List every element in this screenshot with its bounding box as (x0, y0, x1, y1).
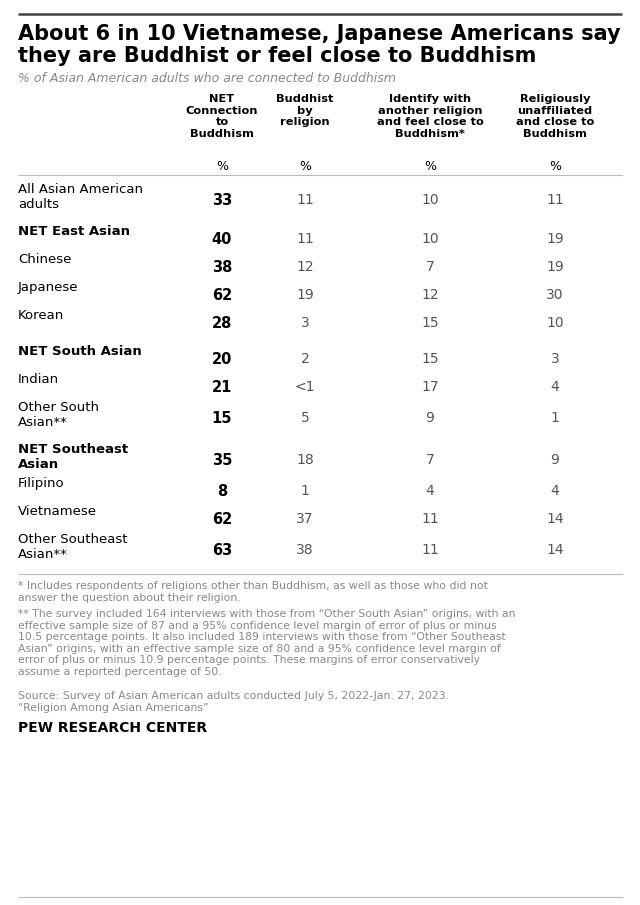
Text: 37: 37 (296, 512, 314, 526)
Text: NET South Asian: NET South Asian (18, 345, 141, 358)
Text: %: % (549, 160, 561, 173)
Text: 3: 3 (301, 316, 309, 330)
Text: %: % (299, 160, 311, 173)
Text: 14: 14 (546, 512, 564, 526)
Text: 62: 62 (212, 512, 232, 527)
Text: 11: 11 (296, 232, 314, 246)
Text: <1: <1 (295, 380, 316, 394)
Text: Vietnamese: Vietnamese (18, 505, 97, 518)
Text: 11: 11 (421, 512, 439, 526)
Text: 10: 10 (421, 232, 439, 246)
Text: 62: 62 (212, 288, 232, 303)
Text: 35: 35 (212, 453, 232, 468)
Text: 12: 12 (296, 260, 314, 274)
Text: About 6 in 10 Vietnamese, Japanese Americans say: About 6 in 10 Vietnamese, Japanese Ameri… (18, 24, 621, 44)
Text: Indian: Indian (18, 373, 59, 386)
Text: 7: 7 (426, 260, 435, 274)
Text: 19: 19 (546, 260, 564, 274)
Text: 15: 15 (421, 352, 439, 366)
Text: 4: 4 (550, 380, 559, 394)
Text: 9: 9 (550, 453, 559, 467)
Text: 10: 10 (546, 316, 564, 330)
Text: 38: 38 (296, 543, 314, 557)
Text: Chinese: Chinese (18, 253, 72, 266)
Text: 11: 11 (296, 193, 314, 207)
Text: Korean: Korean (18, 309, 64, 322)
Text: 1: 1 (550, 411, 559, 425)
Text: 17: 17 (421, 380, 439, 394)
Text: 20: 20 (212, 352, 232, 367)
Text: Other South
Asian**: Other South Asian** (18, 401, 99, 429)
Text: they are Buddhist or feel close to Buddhism: they are Buddhist or feel close to Buddh… (18, 46, 536, 66)
Text: 4: 4 (550, 484, 559, 498)
Text: NET Southeast
Asian: NET Southeast Asian (18, 443, 128, 471)
Text: 7: 7 (426, 453, 435, 467)
Text: 18: 18 (296, 453, 314, 467)
Text: 33: 33 (212, 193, 232, 208)
Text: Other Southeast
Asian**: Other Southeast Asian** (18, 533, 127, 561)
Text: PEW RESEARCH CENTER: PEW RESEARCH CENTER (18, 721, 207, 735)
Text: Identify with
another religion
and feel close to
Buddhism*: Identify with another religion and feel … (376, 94, 483, 138)
Text: 14: 14 (546, 543, 564, 557)
Text: 11: 11 (546, 193, 564, 207)
Text: 19: 19 (296, 288, 314, 302)
Text: % of Asian American adults who are connected to Buddhism: % of Asian American adults who are conne… (18, 72, 396, 85)
Text: 5: 5 (301, 411, 309, 425)
Text: All Asian American
adults: All Asian American adults (18, 183, 143, 211)
Text: Religiously
unaffiliated
and close to
Buddhism: Religiously unaffiliated and close to Bu… (516, 94, 594, 138)
Text: 15: 15 (421, 316, 439, 330)
Text: 2: 2 (301, 352, 309, 366)
Text: NET East Asian: NET East Asian (18, 225, 130, 238)
Text: Source: Survey of Asian American adults conducted July 5, 2022-Jan. 27, 2023.
“R: Source: Survey of Asian American adults … (18, 691, 449, 712)
Text: Filipino: Filipino (18, 477, 65, 490)
Text: Buddhist
by
religion: Buddhist by religion (276, 94, 333, 128)
Text: * Includes respondents of religions other than Buddhism, as well as those who di: * Includes respondents of religions othe… (18, 581, 488, 603)
Text: 30: 30 (547, 288, 564, 302)
Text: 11: 11 (421, 543, 439, 557)
Text: 9: 9 (426, 411, 435, 425)
Text: 1: 1 (301, 484, 309, 498)
Text: NET
Connection
to
Buddhism: NET Connection to Buddhism (186, 94, 259, 138)
Text: ** The survey included 164 interviews with those from “Other South Asian” origin: ** The survey included 164 interviews wi… (18, 609, 515, 677)
Text: 38: 38 (212, 260, 232, 275)
Text: 40: 40 (212, 232, 232, 247)
Text: 21: 21 (212, 380, 232, 395)
Text: 8: 8 (217, 484, 227, 499)
Text: 12: 12 (421, 288, 439, 302)
Text: 15: 15 (212, 411, 232, 426)
Text: 63: 63 (212, 543, 232, 558)
Text: 4: 4 (426, 484, 435, 498)
Text: 28: 28 (212, 316, 232, 331)
Text: %: % (216, 160, 228, 173)
Text: 10: 10 (421, 193, 439, 207)
Text: %: % (424, 160, 436, 173)
Text: 19: 19 (546, 232, 564, 246)
Text: 3: 3 (550, 352, 559, 366)
Text: Japanese: Japanese (18, 281, 79, 294)
